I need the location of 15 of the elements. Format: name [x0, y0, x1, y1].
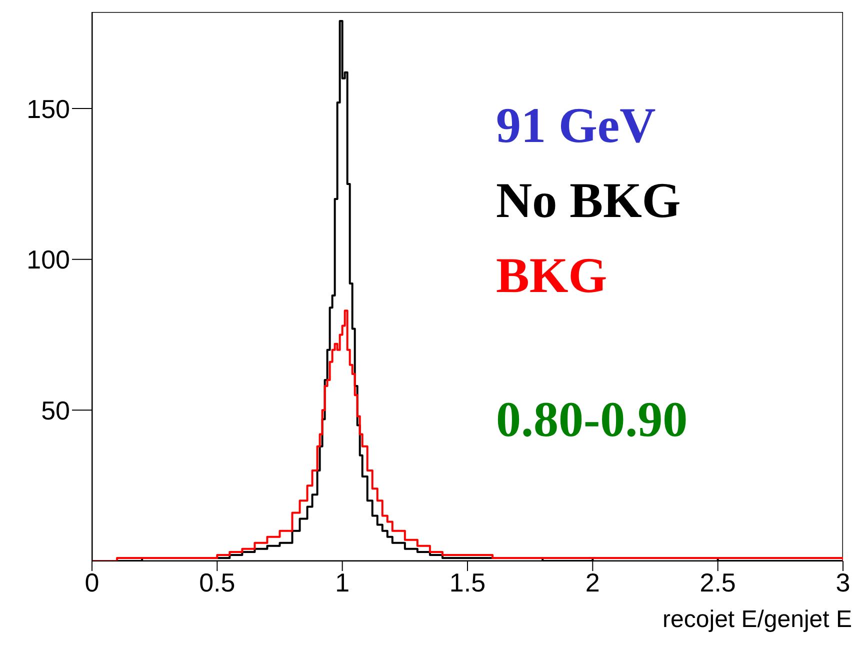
y-tick-label: 100 — [26, 244, 70, 275]
x-tick-label: 2.5 — [700, 567, 736, 598]
y-tick-label: 150 — [26, 94, 70, 124]
x-tick-label: 0 — [84, 567, 100, 598]
annotation: 0.80-0.90 — [496, 390, 688, 448]
x-tick-label: 0.5 — [199, 567, 236, 598]
text: BKG — [496, 246, 608, 305]
x-tick-label: 1.5 — [449, 567, 486, 598]
x-tick-label: 2 — [585, 567, 600, 598]
x-tick-label: 1 — [335, 567, 350, 598]
annotation: 91 GeV — [496, 96, 657, 155]
x-tick-label: 3 — [836, 567, 850, 598]
text: No BKG — [496, 171, 681, 230]
x-axis-title: recojet E/genjet E — [662, 606, 852, 634]
y-tick-label: 50 — [41, 395, 70, 426]
